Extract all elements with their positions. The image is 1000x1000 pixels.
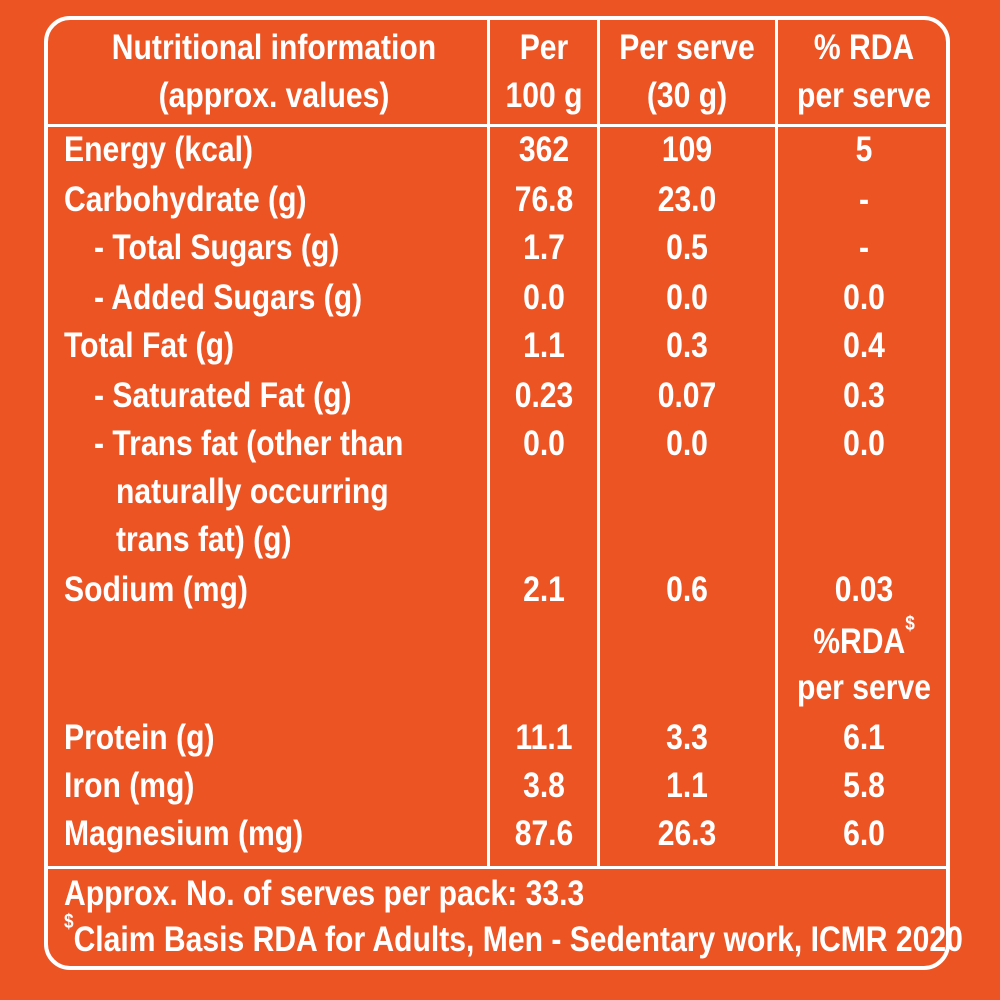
column-divider [597, 16, 600, 868]
cell-per-serve: 0.5 [666, 228, 708, 267]
cell-rda: - [858, 228, 870, 267]
row-label: Sodium (mg) [64, 570, 248, 609]
header-rda: % RDA [813, 28, 915, 67]
row-label: Carbohydrate (g) [64, 180, 307, 219]
header-per-serve: Per serve [619, 28, 755, 67]
cell-per100: 76.8 [514, 180, 574, 219]
cell-per-serve: 23.0 [657, 180, 717, 219]
cell-per100: 2.1 [523, 570, 565, 609]
cell-per100: 0.0 [523, 278, 565, 317]
cell-per100: 0.0 [523, 424, 565, 463]
cell-rda: 0.0 [843, 278, 885, 317]
nutrition-table-border [44, 16, 950, 970]
cell-rda: 6.0 [843, 814, 885, 853]
sub-header-rda: %RDA$ [813, 613, 915, 661]
row-label: Energy (kcal) [64, 130, 254, 169]
cell-per-serve: 0.07 [657, 376, 717, 415]
header-per-serve-rda: per serve [797, 76, 931, 115]
row-label: Iron (mg) [64, 766, 195, 805]
header-100g: 100 g [505, 76, 583, 115]
sub-header-per-serve: per serve [797, 668, 931, 707]
row-label: - Trans fat (other than [94, 424, 404, 463]
cell-per-serve: 0.6 [666, 570, 708, 609]
header-nutritional-information: Nutritional information [111, 28, 437, 67]
claim-basis-note: $Claim Basis RDA for Adults, Men - Seden… [64, 911, 963, 959]
cell-per100: 1.7 [523, 228, 565, 267]
cell-per-serve: 1.1 [666, 766, 708, 805]
cell-rda: 5.8 [843, 766, 885, 805]
cell-per100: 362 [518, 130, 570, 169]
cell-rda: 6.1 [843, 718, 885, 757]
serves-per-pack: Approx. No. of serves per pack: 33.3 [64, 874, 585, 913]
row-label-continued: naturally occurring [116, 472, 389, 511]
row-label: Total Fat (g) [64, 326, 234, 365]
row-label: - Added Sugars (g) [94, 278, 363, 317]
cell-per-serve: 3.3 [666, 718, 708, 757]
column-divider [775, 16, 778, 868]
header-per: Per [519, 28, 569, 67]
row-label: - Total Sugars (g) [94, 228, 340, 267]
row-label: Protein (g) [64, 718, 215, 757]
cell-per100: 0.23 [514, 376, 574, 415]
cell-per100: 1.1 [523, 326, 565, 365]
cell-per100: 3.8 [523, 766, 565, 805]
cell-per-serve: 0.0 [666, 278, 708, 317]
cell-per-serve: 109 [661, 130, 713, 169]
cell-per-serve: 0.3 [666, 326, 708, 365]
header-approx-values: (approx. values) [158, 76, 390, 115]
cell-rda: 0.4 [843, 326, 885, 365]
cell-rda: 0.03 [834, 570, 894, 609]
row-label: Magnesium (mg) [64, 814, 304, 853]
column-divider [487, 16, 490, 868]
row-label: - Saturated Fat (g) [94, 376, 352, 415]
cell-per100: 11.1 [515, 718, 573, 757]
cell-rda: - [858, 180, 870, 219]
cell-rda: 0.0 [843, 424, 885, 463]
row-label-continued: trans fat) (g) [116, 520, 292, 559]
cell-per100: 87.6 [514, 814, 574, 853]
cell-per-serve: 26.3 [657, 814, 717, 853]
header-30g: (30 g) [646, 76, 728, 115]
cell-rda: 5 [855, 130, 873, 169]
footer-divider [44, 866, 950, 869]
cell-rda: 0.3 [843, 376, 885, 415]
cell-per-serve: 0.0 [666, 424, 708, 463]
header-divider [44, 124, 950, 127]
